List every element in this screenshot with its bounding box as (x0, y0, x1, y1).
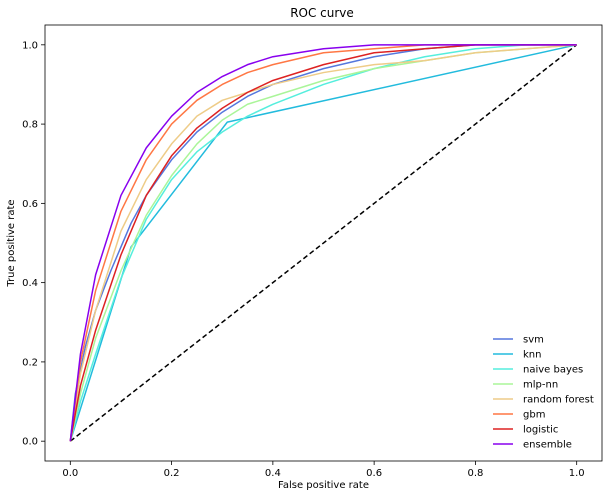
x-tick-label: 1.0 (569, 468, 585, 479)
y-tick-label: 0.2 (22, 357, 38, 368)
x-tick-label: 0.2 (164, 468, 180, 479)
legend-label: svm (523, 335, 544, 346)
x-tick-label: 0.8 (467, 468, 483, 479)
y-axis-label: True positive rate (6, 199, 17, 287)
x-tick-label: 0.4 (265, 468, 281, 479)
legend-label: ensemble (523, 440, 572, 451)
legend-label: logistic (523, 425, 558, 436)
chart-title: ROC curve (290, 6, 354, 20)
y-tick-label: 0.8 (22, 120, 38, 131)
y-tick-label: 0.6 (22, 199, 38, 210)
legend-label: random forest (523, 395, 594, 406)
plot-area (69, 44, 578, 442)
series-line-naive-bayes (69, 44, 577, 442)
x-tick-label: 0.0 (62, 468, 78, 479)
plot-frame (44, 24, 603, 462)
y-tick-label: 1.0 (22, 40, 38, 51)
legend-label: knn (523, 350, 541, 361)
series-line-knn (69, 44, 577, 442)
legend-label: naive bayes (523, 365, 583, 376)
series-line-random-forest (69, 44, 577, 442)
legend: svm knn naive bayes mlp-nn random forest gbm l… (493, 335, 594, 451)
legend-label: mlp-nn (523, 380, 558, 391)
y-tick-label: 0.0 (22, 437, 38, 448)
series-line-logistic (69, 44, 577, 442)
legend-label: gbm (523, 410, 545, 421)
x-tick-label: 0.6 (366, 468, 382, 479)
y-tick-label: 0.4 (22, 278, 38, 289)
axis-ticks: 0.0 0.2 0.4 0.6 0.8 1.0 0.0 0.2 0.4 0.6 0.8 1.0 (22, 40, 585, 479)
series-line-ensemble (69, 44, 577, 442)
x-axis-label: False positive rate (278, 480, 369, 491)
chance-diagonal-line (69, 44, 578, 442)
